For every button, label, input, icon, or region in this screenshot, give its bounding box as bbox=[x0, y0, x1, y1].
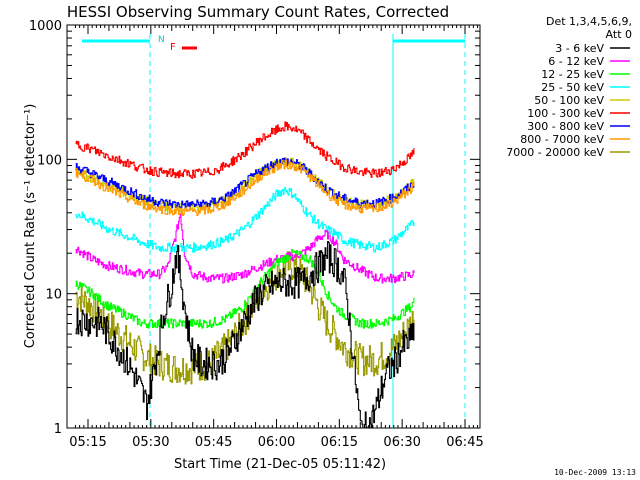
legend-label-2: 12 - 25 keV bbox=[541, 68, 604, 81]
series-line-7 bbox=[75, 159, 415, 217]
legend-label-6: 300 - 800 keV bbox=[527, 120, 604, 133]
x-axis-label: Start Time (21-Dec-05 05:11:42) bbox=[174, 457, 386, 472]
y-tick-label-2: 100 bbox=[37, 153, 62, 168]
legend-label-5: 100 - 300 keV bbox=[527, 107, 604, 120]
legend-label-7: 800 - 7000 keV bbox=[520, 133, 604, 146]
legend-label-4: 50 - 100 keV bbox=[534, 94, 604, 107]
series-line-2 bbox=[75, 249, 415, 329]
axis-layer: 1 10 100 1000 05:15 05:30 05:45 06:00 06:15 06:30… bbox=[29, 19, 484, 450]
series-line-6 bbox=[75, 157, 415, 210]
legend-label-3: 25 - 50 keV bbox=[541, 81, 604, 94]
x-tick-label-1: 05:30 bbox=[132, 435, 169, 450]
series-line-0 bbox=[75, 240, 415, 429]
series-layer bbox=[75, 121, 415, 429]
x-tick-label-6: 06:45 bbox=[446, 435, 483, 450]
y-tick-label-3: 1000 bbox=[29, 19, 62, 34]
y-axis-label: Corrected Count Rate (s⁻¹ detector⁻¹) bbox=[23, 104, 38, 349]
x-tick-label-2: 05:45 bbox=[195, 435, 232, 450]
x-tick-label-4: 06:15 bbox=[321, 435, 358, 450]
legend-label-1: 6 - 12 keV bbox=[548, 55, 604, 68]
chart-title: HESSI Observing Summary Count Rates, Cor… bbox=[67, 3, 449, 21]
legend-label-8: 7000 - 20000 keV bbox=[506, 146, 604, 159]
y-tick-label-0: 1 bbox=[54, 422, 62, 437]
series-line-5 bbox=[75, 121, 415, 179]
legend-header-det: Det 1,3,4,5,6,9, bbox=[546, 15, 632, 28]
plot-frame bbox=[66, 24, 481, 429]
legend-header-att: Att 0 bbox=[606, 28, 632, 41]
series-line-1 bbox=[75, 213, 415, 284]
series-line-8 bbox=[75, 251, 415, 385]
footer-date: 10-Dec-2009 13:13 bbox=[554, 468, 636, 477]
x-tick-label-0: 05:15 bbox=[69, 435, 106, 450]
series-line-3 bbox=[75, 186, 415, 253]
y-tick-label-1: 10 bbox=[45, 288, 62, 303]
flare-label: F bbox=[170, 42, 176, 53]
legend-label-0: 3 - 6 keV bbox=[555, 42, 604, 55]
x-tick-label-5: 06:30 bbox=[383, 435, 420, 450]
night-label: N bbox=[158, 35, 165, 45]
x-tick-label-3: 06:00 bbox=[258, 435, 295, 450]
